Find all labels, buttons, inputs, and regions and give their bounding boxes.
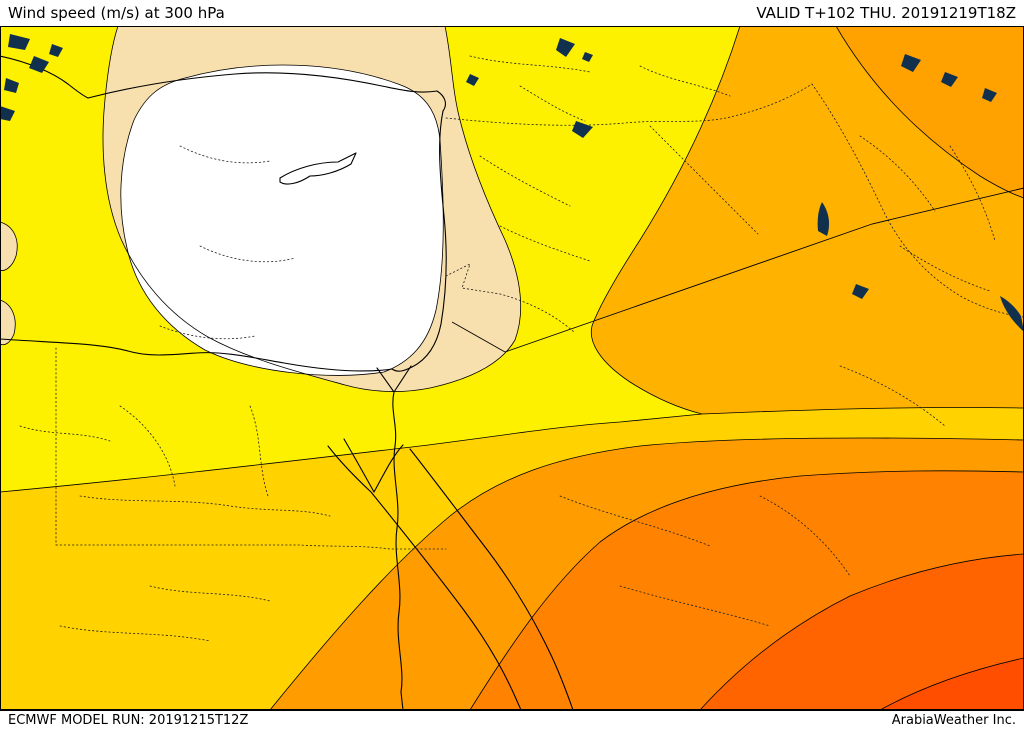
lake-small xyxy=(582,52,593,62)
header-bar: Wind speed (m/s) at 300 hPa VALID T+102 … xyxy=(0,0,1024,26)
band-deep-orange-region xyxy=(470,470,1024,710)
cyprus-island xyxy=(279,152,357,185)
aegean-islands xyxy=(29,56,49,73)
model-run-label: ECMWF MODEL RUN: 20191215T12Z xyxy=(8,712,249,728)
lake-small xyxy=(466,74,479,86)
turkey-south-coastline xyxy=(87,72,446,112)
sinai-coastline xyxy=(343,438,404,493)
lake-tuz xyxy=(556,38,575,57)
country-borders xyxy=(19,55,1024,642)
coastlines xyxy=(0,55,574,710)
band-gold-region xyxy=(0,407,1024,710)
footer-bar: ECMWF MODEL RUN: 20191215T12Z ArabiaWeat… xyxy=(0,710,1024,729)
brand-label: ArabiaWeather Inc. xyxy=(891,712,1016,728)
lake-van xyxy=(572,121,593,138)
band-cream-patch-left-1 xyxy=(0,222,18,271)
border-iraq-saudi xyxy=(504,187,1024,353)
valid-time-label: VALID T+102 THU. 20191219T18Z xyxy=(756,4,1016,22)
persian-gulf-tip xyxy=(1000,296,1024,332)
lake-caucasus xyxy=(941,72,958,87)
map-container xyxy=(0,26,1024,710)
africa-north-coastline xyxy=(0,338,393,372)
aegean-coastline xyxy=(0,55,89,99)
solid-borders xyxy=(451,187,1024,353)
lake-caucasus xyxy=(901,54,921,72)
red-sea-east-coastline xyxy=(409,448,574,710)
border-iraq-iran xyxy=(811,83,1024,318)
levant-coastline xyxy=(391,110,447,372)
border-jordan xyxy=(445,263,575,333)
lake-habbaniyah xyxy=(852,284,869,299)
aegean-islands xyxy=(49,44,63,57)
border-turkey-syria xyxy=(445,83,813,126)
band-cream-patch-left-2 xyxy=(0,300,16,345)
water-features xyxy=(0,34,1024,332)
wind-speed-map xyxy=(0,26,1024,710)
border-egypt-sudan xyxy=(55,544,447,550)
border-syria-iraq xyxy=(649,125,759,235)
band-orange-region xyxy=(270,438,1024,710)
lake-tharthar xyxy=(817,202,830,236)
nile-river xyxy=(392,391,404,710)
band-red-region xyxy=(880,658,1024,710)
aegean-islands xyxy=(8,34,30,50)
band-orange-northeast-inner-region xyxy=(836,26,1024,198)
band-red-orange-region xyxy=(700,554,1024,710)
red-sea-west-coastline xyxy=(327,445,522,710)
page-title: Wind speed (m/s) at 300 hPa xyxy=(8,4,225,22)
aegean-islands xyxy=(0,106,15,121)
lake-caucasus xyxy=(982,88,997,102)
calm-white-region xyxy=(120,65,444,376)
contour-lines xyxy=(0,26,1024,710)
aegean-islands xyxy=(4,78,19,93)
